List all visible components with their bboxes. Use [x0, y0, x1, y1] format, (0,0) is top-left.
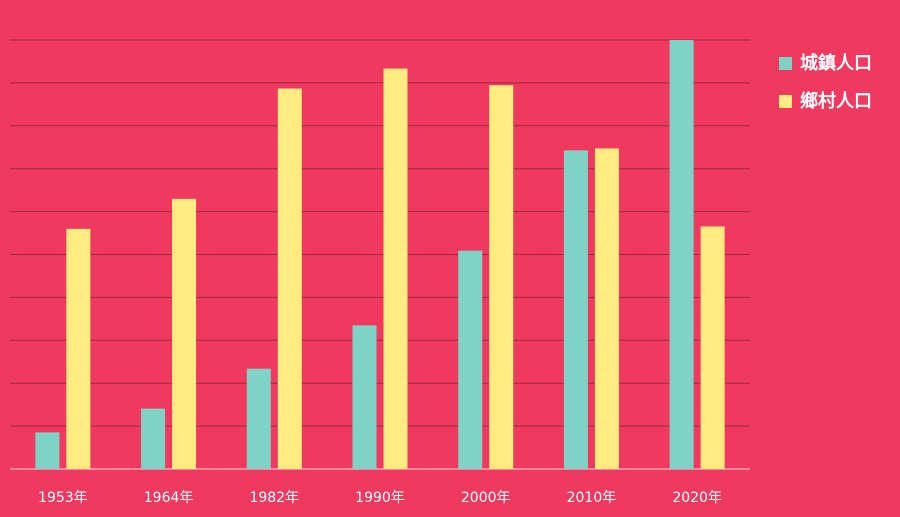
bar-rural-5: [594, 148, 619, 469]
bar-urban-3: [352, 325, 377, 469]
bar-rural-1: [172, 198, 197, 470]
bar-urban-2: [246, 368, 271, 469]
bar-urban-6: [669, 40, 694, 469]
x-tick-label: 1964年: [144, 490, 194, 506]
bar-urban-5: [563, 150, 588, 469]
x-tick-label: 2020年: [672, 490, 722, 506]
bar-rural-2: [277, 88, 302, 469]
x-tick-label: 1953年: [38, 490, 88, 506]
bar-urban-1: [141, 408, 166, 469]
bar-urban-0: [35, 432, 60, 469]
x-tick-label: 2000年: [461, 490, 511, 506]
bar-urban-4: [458, 250, 483, 469]
bar-rural-3: [383, 68, 408, 469]
x-tick-label: 1990年: [355, 490, 405, 506]
bar-rural-4: [489, 85, 514, 470]
x-tick-label: 1982年: [249, 490, 299, 506]
legend-label: 城鎮人口: [800, 52, 872, 74]
legend-label: 鄉村人口: [800, 90, 872, 112]
bar-rural-0: [66, 228, 91, 469]
legend-swatch-0: [779, 57, 792, 70]
x-tick-label: 2010年: [567, 490, 617, 506]
bar-rural-6: [700, 226, 725, 469]
legend-swatch-1: [779, 95, 792, 108]
